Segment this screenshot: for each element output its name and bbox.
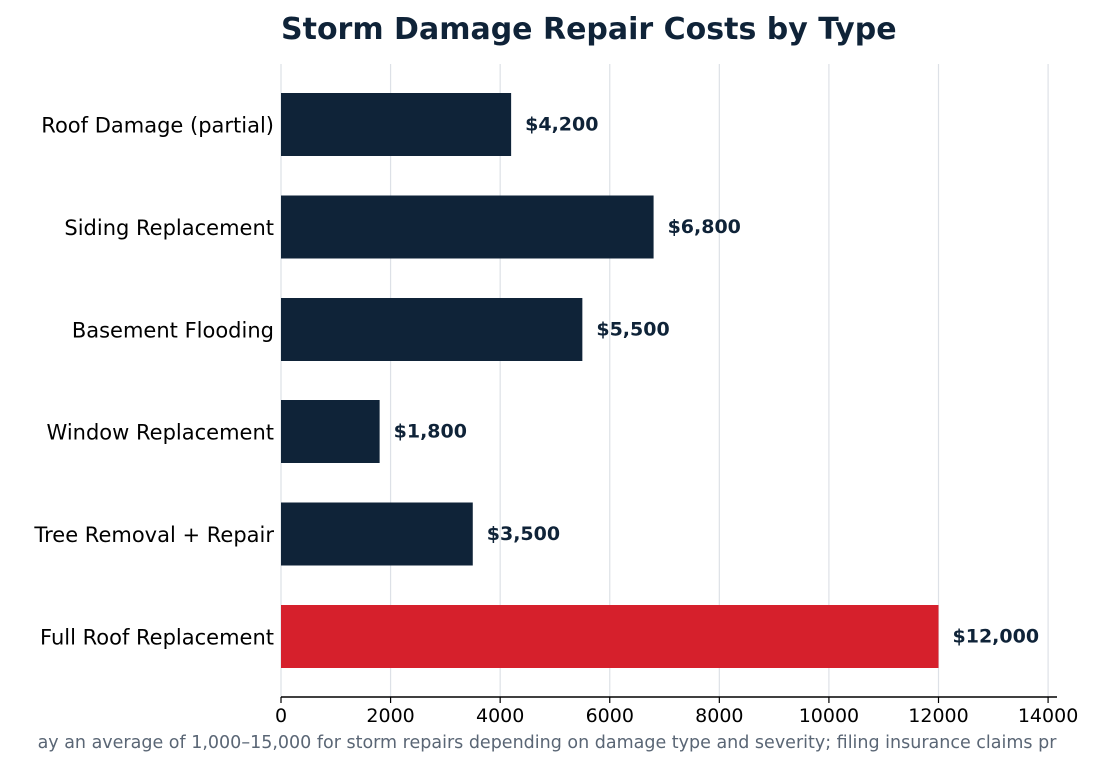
chart-footnote: ay an average of 1,000–15,000 for storm … (38, 733, 1058, 753)
x-tick-label-2000: 2000 (366, 705, 414, 727)
bar-4 (281, 400, 380, 463)
x-tick-label-4000: 4000 (476, 705, 524, 727)
axis-layer: 0 2000 4000 6000 8000 10000 12000 14000 (275, 696, 1078, 727)
bar-5 (281, 502, 473, 566)
value-label-3: $5,500 (596, 319, 669, 341)
category-label-6: Full Roof Replacement (40, 626, 274, 650)
grid-layer (280, 64, 1049, 697)
category-label-4: Window Replacement (47, 421, 274, 445)
bar-3 (281, 298, 583, 361)
chart-title: Storm Damage Repair Costs by Type (281, 12, 897, 47)
value-label-5: $3,500 (487, 523, 560, 545)
x-tick-label-6000: 6000 (586, 705, 634, 727)
x-tick-label-0: 0 (275, 705, 287, 727)
bar-2 (281, 195, 654, 259)
bar-1 (281, 93, 512, 156)
x-tick-label-8000: 8000 (695, 705, 743, 727)
value-label-2: $6,800 (668, 216, 741, 238)
value-label-6: $12,000 (953, 626, 1040, 648)
category-label-1: Roof Damage (partial) (41, 114, 274, 138)
value-label-1: $4,200 (525, 114, 598, 136)
x-tick-label-12000: 12000 (908, 705, 968, 727)
x-tick-label-10000: 10000 (799, 705, 859, 727)
category-label-2: Siding Replacement (64, 216, 274, 240)
bar-layer: $4,200 Roof Damage (partial) $6,800 Siding … (33, 93, 1039, 668)
category-label-3: Basement Flooding (72, 319, 274, 343)
value-label-4: $1,800 (394, 421, 467, 443)
bar-6 (281, 605, 939, 668)
category-label-5: Tree Removal + Repair (33, 523, 274, 547)
x-tick-label-14000: 14000 (1018, 705, 1078, 727)
